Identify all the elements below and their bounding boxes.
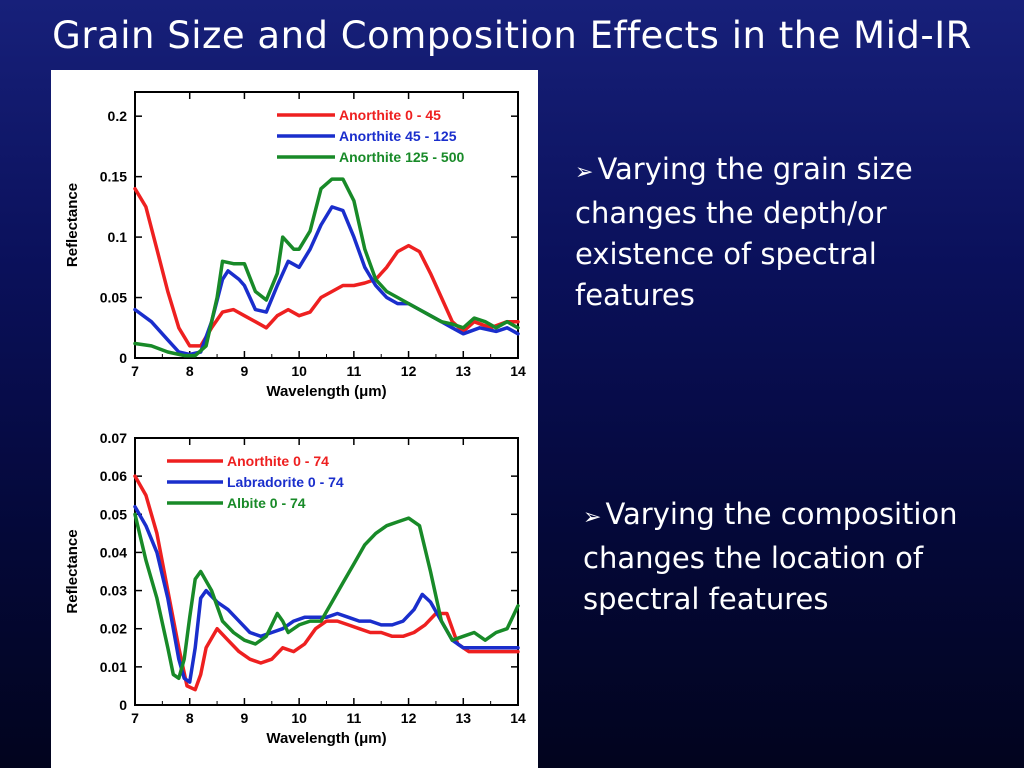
x-tick-label: 13	[455, 710, 471, 726]
figure-panel: 7 8 9 10 11 12 13 14 0 0.05 0.1 0.15 0.2 Wavelength (…	[51, 70, 538, 768]
x-tick-label: 7	[131, 710, 139, 726]
x-tick-label: 14	[510, 710, 526, 726]
y-tick-label: 0.05	[100, 290, 127, 306]
x-tick-label: 10	[291, 710, 307, 726]
series-line-3	[133, 177, 520, 358]
bullet-composition: ➢ Varying the composition changes the loc…	[583, 494, 983, 620]
x-axis-label: Wavelength (μm)	[266, 730, 386, 747]
y-tick-label: 0.15	[100, 169, 127, 185]
y-tick-label: 0	[119, 350, 127, 366]
y-tick-label: 0.04	[100, 544, 127, 560]
legend-label: Anorthite 0 - 74	[227, 453, 329, 469]
bullet-text: Varying the composition changes the loca…	[583, 497, 958, 616]
series-line-2	[133, 504, 520, 684]
x-tick-label: 11	[346, 363, 361, 379]
legend-label: Anorthite 45 - 125	[339, 128, 457, 144]
y-tick-label: 0.07	[100, 430, 127, 446]
x-tick-label: 11	[346, 710, 361, 726]
plot-frame	[134, 91, 519, 359]
series-line-2	[133, 205, 520, 357]
y-axis-label: Reflectance	[64, 529, 81, 613]
series-line-1	[133, 186, 520, 348]
y-tick-label: 0.02	[100, 621, 127, 637]
y-tick-label: 0.03	[100, 583, 127, 599]
y-tick-label: 0.01	[100, 659, 127, 675]
y-axis-label: Reflectance	[64, 183, 81, 267]
x-tick-label: 7	[131, 363, 139, 379]
legend-label: Albite 0 - 74	[227, 495, 306, 511]
arrow-bullet-icon: ➢	[583, 505, 602, 530]
y-tick-label: 0.05	[100, 506, 127, 522]
y-tick-label: 0.1	[108, 229, 128, 245]
x-tick-label: 12	[401, 710, 417, 726]
slide-title: Grain Size and Composition Effects in th…	[52, 14, 972, 57]
bullet-text: Varying the grain size changes the depth…	[575, 152, 913, 312]
x-axis-label: Wavelength (μm)	[266, 383, 386, 400]
x-tick-label: 10	[291, 363, 307, 379]
legend-label: Anorthite 125 - 500	[339, 149, 464, 165]
legend-label: Labradorite 0 - 74	[227, 474, 344, 490]
x-tick-label: 14	[510, 363, 526, 379]
x-tick-label: 8	[186, 363, 194, 379]
y-tick-label: 0	[119, 697, 127, 713]
series-line-3	[133, 512, 520, 681]
x-tick-label: 9	[241, 363, 249, 379]
bullet-grain-size: ➢ Varying the grain size changes the dept…	[575, 149, 975, 316]
x-tick-label: 13	[455, 363, 471, 379]
arrow-bullet-icon: ➢	[575, 160, 594, 185]
x-tick-label: 9	[241, 710, 249, 726]
x-tick-label: 12	[401, 363, 417, 379]
x-tick-label: 8	[186, 710, 194, 726]
legend-label: Anorthite 0 - 45	[339, 107, 441, 123]
y-tick-label: 0.06	[100, 468, 127, 484]
y-tick-label: 0.2	[108, 108, 128, 124]
charts-svg: 7 8 9 10 11 12 13 14 0 0.05 0.1 0.15 0.2 Wavelength (…	[64, 91, 526, 747]
